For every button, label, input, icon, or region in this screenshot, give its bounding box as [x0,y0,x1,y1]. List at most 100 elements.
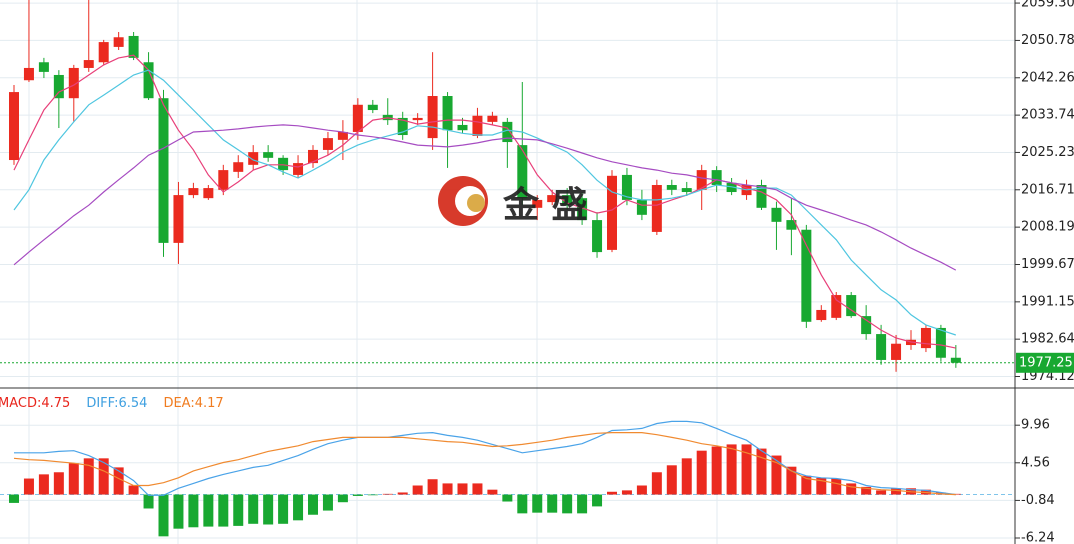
macd-bar [592,494,603,507]
candle-body [293,163,304,175]
candle-body [711,170,722,186]
macd-bar [801,475,812,495]
candle-body [891,343,902,360]
macd-bar [68,463,79,495]
macd-bar [412,485,423,495]
candle-body [23,67,34,81]
macd-bar [532,494,543,513]
y-tick-label: 2042.26 [1021,70,1074,85]
macd-bar [756,448,767,495]
candle-body [367,104,378,111]
macd-bar [681,458,692,495]
candle-body [308,149,318,164]
candle-body [83,60,94,68]
macd-bar [278,494,289,524]
macd-bar [322,494,333,511]
ma-line [13,54,956,349]
candle-body [756,185,767,208]
macd-bar [367,494,378,496]
macd-bar [53,472,64,495]
y-tick-label: 1991.15 [1021,294,1074,309]
candle-body [53,74,64,99]
plot [0,0,1015,537]
macd-bar [83,458,94,495]
macd-bar [771,455,782,495]
macd-bar [173,494,184,529]
candle-body [607,175,617,250]
macd-bar [741,444,752,495]
legend-value: 6.54 [118,396,147,411]
ma-line [13,69,956,336]
macd-bar [876,490,887,495]
watermark: 金 盛 [438,176,588,226]
candle-body [412,117,423,121]
macd-bar [397,492,408,495]
price-label: 1977.25 [1019,355,1073,370]
candle-body [786,220,797,230]
y-tick-label: 1982.64 [1021,332,1074,347]
legend-value: 4.17 [195,396,224,411]
y-tick-label: 2025.23 [1021,145,1074,160]
macd-legend: MACD:4.75 DIFF:6.54 DEA:4.17 [0,396,224,411]
candle-body [562,195,573,206]
macd-bar [711,446,722,495]
macd-bar [113,467,124,495]
candle-body [816,309,827,321]
candle-body [38,62,49,72]
macd-bar [846,483,857,495]
candle-body [472,115,483,136]
dea-line [13,432,956,496]
candle-body [278,157,289,171]
candle-body [950,357,961,363]
macd-bar [248,494,259,524]
macd-bar [188,494,199,528]
candle-body [592,220,603,253]
macd-bar [158,494,169,537]
macd-bar [651,472,662,495]
candle-body [322,138,333,150]
macd-bar [816,477,827,495]
y-tick-label: 2050.78 [1021,33,1074,48]
macd-bar [786,466,797,495]
macd-bar [263,494,274,525]
macd-bar [517,494,528,514]
candle-body [68,67,79,99]
candle-body [263,152,274,158]
candle-body [427,96,438,139]
macd-bar [98,458,109,495]
macd-bar [9,494,19,503]
candle-body [158,98,169,243]
y-tick-label: 1999.67 [1021,257,1074,272]
candle-body [233,162,244,172]
macd-bar [128,485,139,495]
macd-bar [621,490,632,495]
macd-bar [891,488,902,495]
macd-bar [427,479,438,495]
macd-bar [38,474,49,495]
candle-body [352,104,363,132]
candle-body [771,207,782,222]
macd-bar [472,483,483,495]
candle-body [831,295,842,318]
candle-body [636,199,647,215]
macd-bar [218,494,229,527]
candle-body [113,37,124,47]
candle-body [203,188,214,199]
logo-dot [467,194,485,212]
y2-tick-label: -0.84 [1021,493,1055,508]
macd-bar [562,494,573,514]
macd-bar [696,450,707,495]
candle-body [876,334,887,360]
y-tick-label: 2059.30 [1021,0,1074,11]
candle-body [726,182,737,193]
price-box [1016,352,1074,373]
candle-body [98,42,109,63]
candle-body [681,188,692,193]
macd-bar [382,493,393,495]
macd-bar [502,494,513,502]
macd-bar [577,494,588,514]
legend-label: MACD: [0,396,41,411]
macd-bar [666,465,677,495]
macd-bar [143,494,154,509]
candle-body [337,131,348,140]
